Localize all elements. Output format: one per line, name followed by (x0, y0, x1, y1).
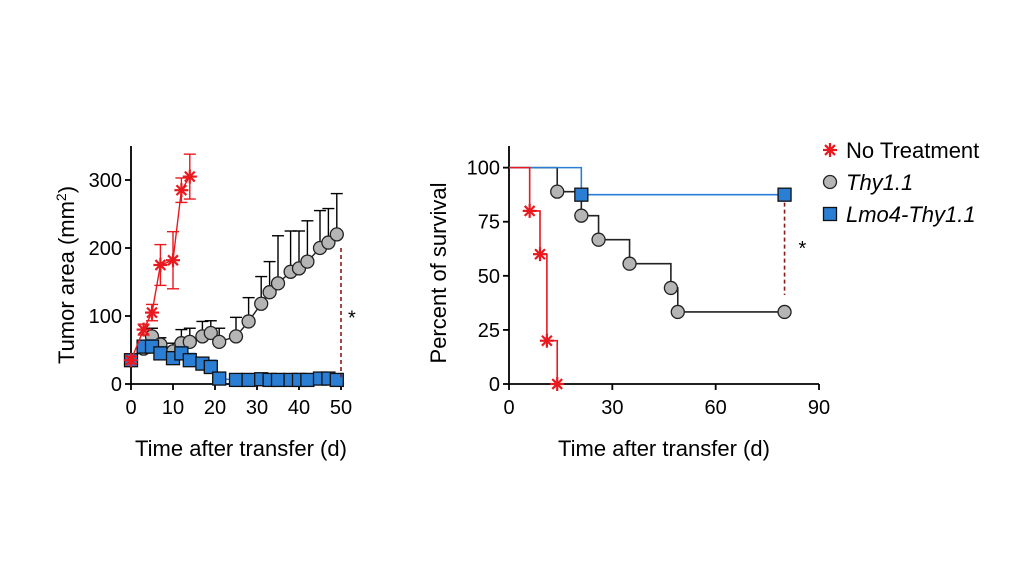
data-point (270, 276, 286, 291)
legend-marker (822, 206, 838, 222)
data-point (182, 169, 197, 184)
data-point (145, 305, 159, 320)
data-point (591, 232, 606, 247)
survival-step-line (509, 166, 785, 196)
survival-chart: 0 25 50 75 100 0 30 60 90 Time after transfer (d)… (426, 146, 830, 461)
survival-step-line (509, 166, 559, 384)
legend-item: No Treatment (823, 138, 979, 163)
y-tick-label: 200 (89, 238, 122, 260)
data-point (136, 322, 151, 337)
data-point (254, 296, 269, 311)
series-lmo4-thy1-1 (123, 339, 344, 388)
x-tick-label: 40 (288, 397, 310, 419)
legend-marker (823, 143, 837, 157)
x-tick-label: 60 (705, 397, 727, 419)
data-point-stroke (137, 323, 150, 336)
x-tick-label: 0 (503, 397, 514, 419)
x-tick-label: 30 (601, 397, 623, 419)
data-point (550, 184, 565, 199)
data-point (228, 329, 244, 344)
data-point (300, 254, 315, 269)
data-point (166, 253, 180, 268)
y-tick-label: 0 (489, 374, 500, 396)
data-point (241, 372, 256, 388)
data-point (574, 187, 589, 202)
tumor-area-chart: 0 100 200 300 0 10 20 30 40 50 Time after transfer… (53, 146, 356, 461)
data-point (182, 334, 197, 349)
legend-marker-stroke (824, 144, 836, 156)
data-point (212, 334, 227, 349)
data-point (574, 208, 589, 223)
data-point (539, 333, 554, 348)
data-point (329, 372, 344, 388)
legend-label: Lmo4-Thy1.1 (846, 202, 976, 227)
x-axis-title: Time after transfer (d) (558, 436, 770, 461)
y-tick-label: 100 (89, 306, 122, 328)
data-point-stroke (184, 170, 196, 183)
data-point (329, 227, 344, 242)
x-tick-label: 20 (204, 397, 226, 419)
data-point (777, 187, 792, 202)
data-point (522, 203, 537, 218)
data-point (777, 304, 792, 320)
x-tick-label: 90 (808, 397, 830, 419)
x-axis-title: Time after transfer (d) (135, 436, 347, 461)
y-tick-label: 50 (478, 266, 500, 288)
significance-asterisk: * (348, 308, 356, 330)
data-point-stroke (541, 334, 553, 347)
data-point-stroke (175, 184, 188, 196)
legend-label: Thy1.1 (846, 170, 913, 195)
data-point-stroke (534, 248, 546, 260)
series-thy1-1 (509, 166, 792, 320)
data-point (228, 372, 244, 388)
data-point (203, 325, 218, 341)
legend-marker (822, 174, 838, 190)
data-point-stroke (154, 259, 167, 271)
data-point-stroke (523, 205, 536, 217)
data-point (622, 256, 637, 271)
data-point (182, 353, 197, 368)
data-point (262, 285, 277, 300)
data-point-stroke (551, 378, 563, 390)
data-point (203, 359, 218, 375)
survival-step-line (509, 166, 785, 313)
legend: No Treatment Thy1.1 Lmo4-Thy1.1 (822, 138, 979, 227)
series-no-treatment (124, 153, 197, 368)
x-tick-label: 30 (246, 397, 268, 419)
data-point (153, 258, 168, 272)
y-tick-label: 100 (467, 158, 500, 180)
x-tick-label: 50 (330, 397, 352, 419)
x-tick-label: 0 (125, 397, 136, 419)
data-point (300, 372, 315, 388)
data-point-stroke (125, 354, 137, 366)
series-lmo4-thy1-1 (509, 166, 792, 202)
series-no-treatment (509, 166, 565, 391)
legend-item: Lmo4-Thy1.1 (822, 202, 976, 227)
legend-item: Thy1.1 (822, 170, 913, 195)
data-point (241, 314, 256, 329)
y-tick-label: 25 (478, 320, 500, 342)
significance-asterisk: * (799, 238, 807, 260)
data-point (670, 304, 685, 320)
data-point-stroke (167, 254, 179, 266)
data-point (153, 346, 168, 361)
data-point (663, 280, 679, 296)
y-axis-title: Percent of survival (426, 183, 451, 364)
data-point-stroke (146, 306, 158, 319)
y-tick-label: 300 (89, 170, 122, 192)
data-point (124, 353, 138, 368)
data-point (533, 247, 547, 262)
data-point (174, 183, 189, 198)
data-point (550, 377, 565, 391)
data-point (212, 371, 227, 386)
y-tick-label: 75 (478, 212, 500, 234)
y-tick-label: 0 (111, 374, 122, 396)
y-axis-title: Tumor area (mm2) (53, 186, 79, 364)
legend-label: No Treatment (846, 138, 979, 163)
x-tick-label: 10 (162, 397, 184, 419)
data-point (270, 372, 286, 388)
